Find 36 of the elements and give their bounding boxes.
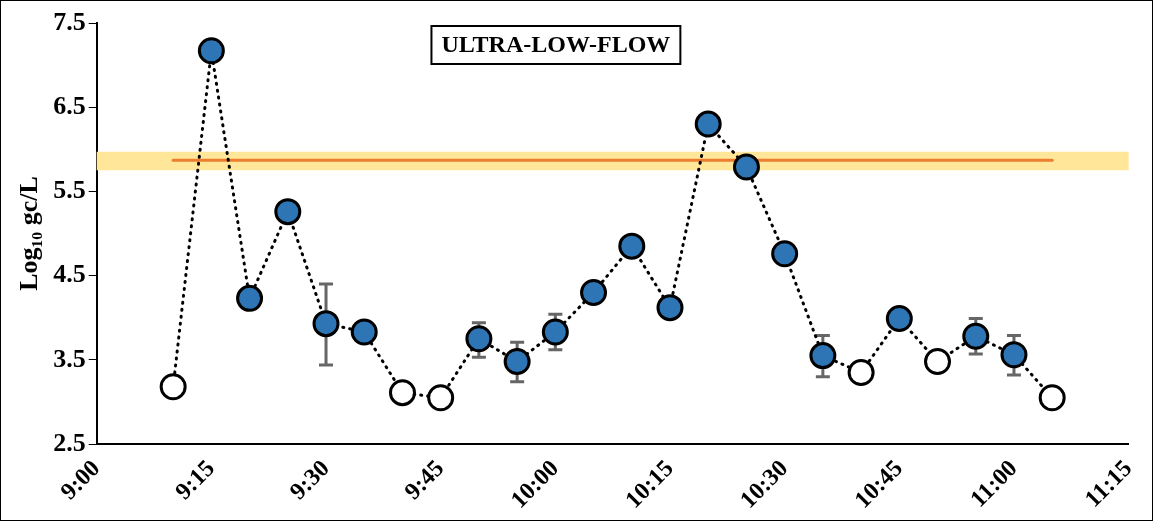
point [1000,341,1028,369]
point [656,294,684,322]
x-tick-label: 9:00 [55,454,105,505]
y-tick-label: 5.5 [53,175,86,205]
x-tick-label: 9:45 [399,454,449,505]
point [312,310,340,338]
point [350,318,378,346]
y-tick-label: 4.5 [53,259,86,289]
point [618,232,646,260]
point [771,240,799,268]
point [465,325,493,353]
point [541,318,569,346]
annotation: ULTRA-LOW-FLOW [441,31,671,58]
point [580,278,608,306]
x-tick-label: 9:15 [169,454,220,505]
point [809,342,837,370]
point [732,153,760,181]
y-tick-label: 7.5 [53,6,86,36]
point [427,384,455,412]
x-tick-label: 9:30 [284,454,334,505]
point [388,379,416,407]
point [197,37,225,65]
y-tick-label: 2.5 [53,427,86,457]
point [924,348,952,376]
point [847,358,875,386]
point [694,110,722,138]
point [159,373,187,401]
point [1038,384,1066,412]
y-tick-label: 3.5 [53,343,86,373]
point [236,284,264,312]
point [503,348,531,376]
point [885,305,913,333]
point [274,198,302,226]
y-axis-title: Log₁₀ gc/L [14,176,44,291]
point [962,322,990,350]
y-tick-label: 6.5 [53,90,86,120]
